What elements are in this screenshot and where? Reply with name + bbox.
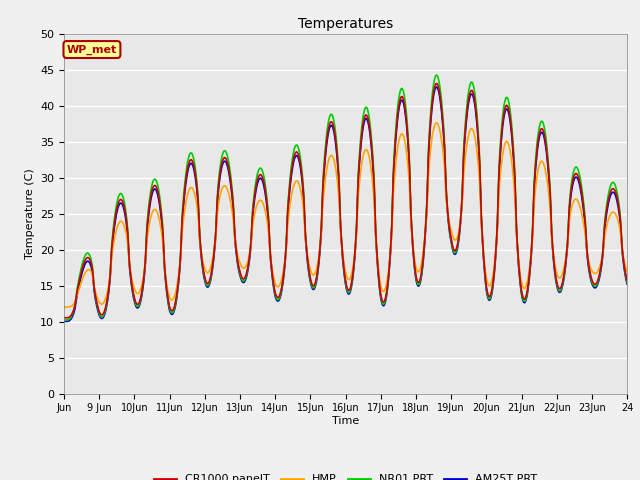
- Y-axis label: Temperature (C): Temperature (C): [24, 168, 35, 259]
- X-axis label: Time: Time: [332, 416, 359, 426]
- Text: WP_met: WP_met: [67, 44, 117, 55]
- Legend: CR1000 panelT, HMP, NR01 PRT, AM25T PRT: CR1000 panelT, HMP, NR01 PRT, AM25T PRT: [149, 470, 542, 480]
- Title: Temperatures: Temperatures: [298, 17, 393, 31]
